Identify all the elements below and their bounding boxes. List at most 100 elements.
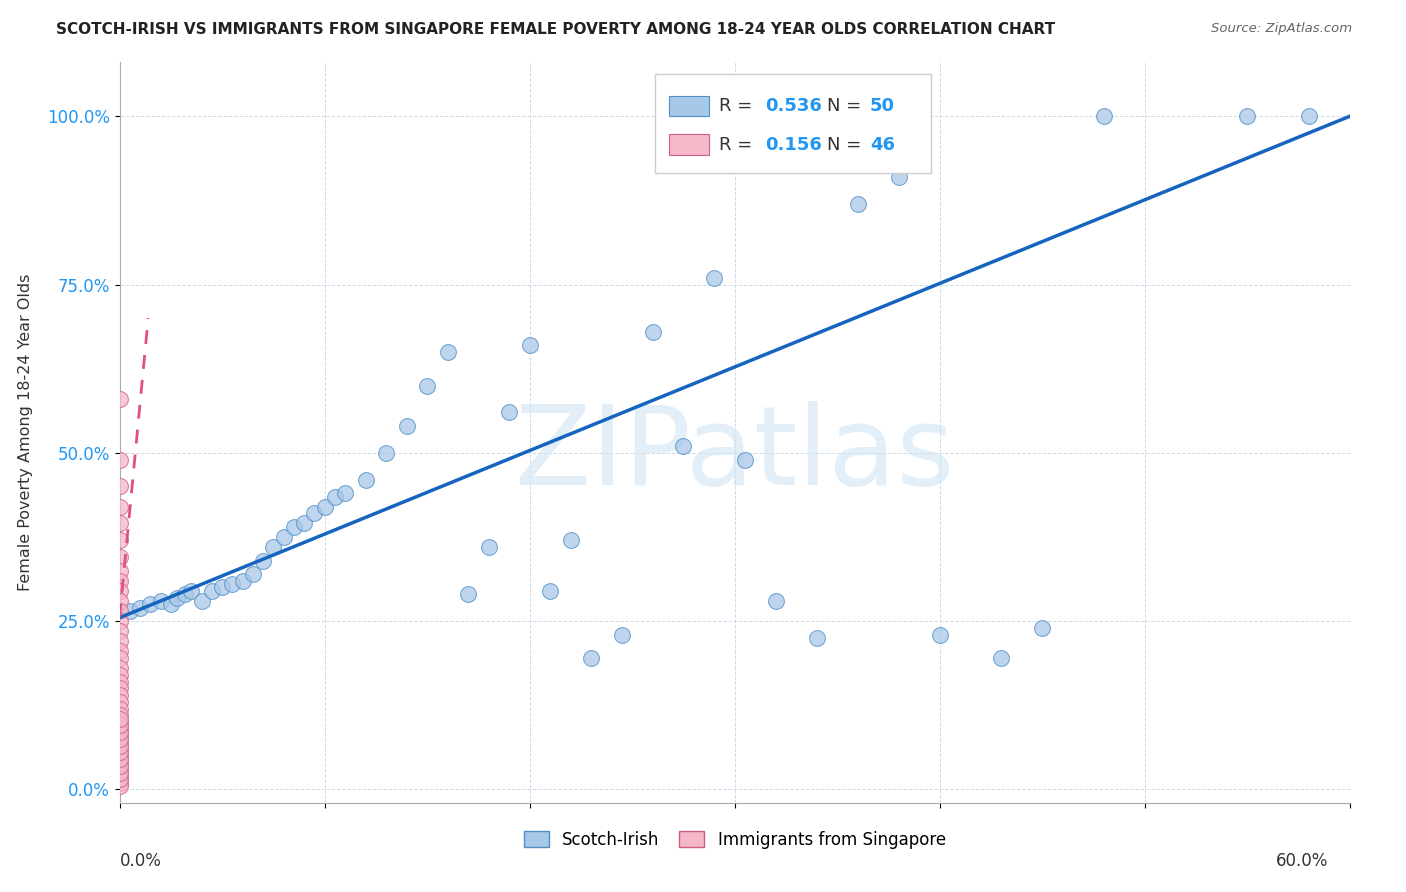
Point bbox=[395, 418, 418, 433]
Text: 0.536: 0.536 bbox=[765, 97, 823, 115]
Point bbox=[734, 452, 756, 467]
Point bbox=[108, 739, 131, 753]
Text: R =: R = bbox=[718, 97, 758, 115]
Point bbox=[108, 668, 131, 682]
Point bbox=[990, 651, 1012, 665]
Point bbox=[108, 762, 131, 776]
Point bbox=[108, 775, 131, 789]
Point bbox=[108, 772, 131, 787]
Point bbox=[1092, 109, 1115, 123]
Point bbox=[211, 581, 233, 595]
Point bbox=[108, 745, 131, 759]
Point bbox=[108, 708, 131, 723]
Text: 60.0%: 60.0% bbox=[1277, 852, 1329, 870]
FancyBboxPatch shape bbox=[655, 73, 932, 173]
Point bbox=[108, 688, 131, 702]
Point bbox=[108, 758, 131, 772]
Point bbox=[108, 681, 131, 696]
Point bbox=[108, 661, 131, 675]
Point bbox=[108, 634, 131, 648]
Point bbox=[108, 701, 131, 715]
Text: 0.0%: 0.0% bbox=[120, 852, 162, 870]
Point bbox=[108, 742, 131, 756]
Point bbox=[292, 516, 315, 531]
Text: Source: ZipAtlas.com: Source: ZipAtlas.com bbox=[1212, 22, 1353, 36]
Point bbox=[108, 779, 131, 793]
Text: SCOTCH-IRISH VS IMMIGRANTS FROM SINGAPORE FEMALE POVERTY AMONG 18-24 YEAR OLDS C: SCOTCH-IRISH VS IMMIGRANTS FROM SINGAPOR… bbox=[56, 22, 1056, 37]
Point bbox=[108, 695, 131, 709]
Point bbox=[108, 756, 131, 770]
Point bbox=[703, 270, 725, 285]
Point bbox=[928, 627, 950, 641]
Point bbox=[242, 566, 264, 581]
Point bbox=[108, 735, 131, 749]
Legend: Scotch-Irish, Immigrants from Singapore: Scotch-Irish, Immigrants from Singapore bbox=[517, 824, 952, 855]
Point bbox=[314, 500, 336, 514]
Point bbox=[887, 169, 910, 184]
Point bbox=[108, 644, 131, 658]
Point bbox=[129, 600, 152, 615]
Point bbox=[108, 624, 131, 639]
Point bbox=[201, 583, 224, 598]
Point bbox=[806, 631, 828, 645]
FancyBboxPatch shape bbox=[669, 95, 709, 117]
Text: N =: N = bbox=[827, 97, 868, 115]
Point bbox=[765, 594, 787, 608]
Point bbox=[108, 729, 131, 743]
Text: ZIPatlas: ZIPatlas bbox=[515, 401, 955, 508]
Point bbox=[108, 718, 131, 732]
Point bbox=[108, 731, 131, 746]
Point bbox=[108, 574, 131, 588]
Point bbox=[149, 594, 172, 608]
Point bbox=[108, 722, 131, 736]
Point bbox=[108, 564, 131, 578]
Point bbox=[108, 765, 131, 780]
Point bbox=[108, 533, 131, 548]
Point bbox=[108, 674, 131, 689]
Text: 0.156: 0.156 bbox=[765, 136, 823, 153]
Point bbox=[375, 446, 398, 460]
Point bbox=[304, 507, 326, 521]
Point bbox=[108, 583, 131, 598]
Point bbox=[108, 479, 131, 493]
FancyBboxPatch shape bbox=[669, 135, 709, 155]
Point bbox=[166, 591, 188, 605]
Point bbox=[560, 533, 582, 548]
Point bbox=[416, 378, 439, 392]
Point bbox=[108, 769, 131, 783]
Point bbox=[108, 714, 131, 729]
Point bbox=[108, 392, 131, 406]
Point bbox=[108, 516, 131, 531]
Point bbox=[538, 583, 561, 598]
Point bbox=[1236, 109, 1258, 123]
Point bbox=[252, 553, 274, 567]
Point bbox=[672, 439, 695, 453]
Point bbox=[108, 594, 131, 608]
Point bbox=[333, 486, 356, 500]
Point bbox=[457, 587, 479, 601]
Point bbox=[1298, 109, 1320, 123]
Point bbox=[108, 604, 131, 618]
Text: R =: R = bbox=[718, 136, 758, 153]
Point bbox=[354, 473, 377, 487]
Point bbox=[108, 752, 131, 766]
Y-axis label: Female Poverty Among 18-24 Year Olds: Female Poverty Among 18-24 Year Olds bbox=[18, 274, 32, 591]
Point bbox=[108, 748, 131, 763]
Point bbox=[118, 604, 141, 618]
Point bbox=[519, 338, 541, 352]
Point bbox=[108, 651, 131, 665]
Point bbox=[231, 574, 254, 588]
Point bbox=[262, 540, 284, 554]
Point bbox=[436, 344, 458, 359]
Point bbox=[579, 651, 602, 665]
Point bbox=[108, 725, 131, 739]
Point bbox=[273, 530, 295, 544]
Point bbox=[641, 325, 664, 339]
Point bbox=[108, 712, 131, 726]
Point bbox=[174, 587, 197, 601]
Text: 46: 46 bbox=[870, 136, 896, 153]
Point bbox=[108, 550, 131, 565]
Point bbox=[1031, 621, 1053, 635]
Point bbox=[108, 452, 131, 467]
Point bbox=[159, 597, 181, 611]
